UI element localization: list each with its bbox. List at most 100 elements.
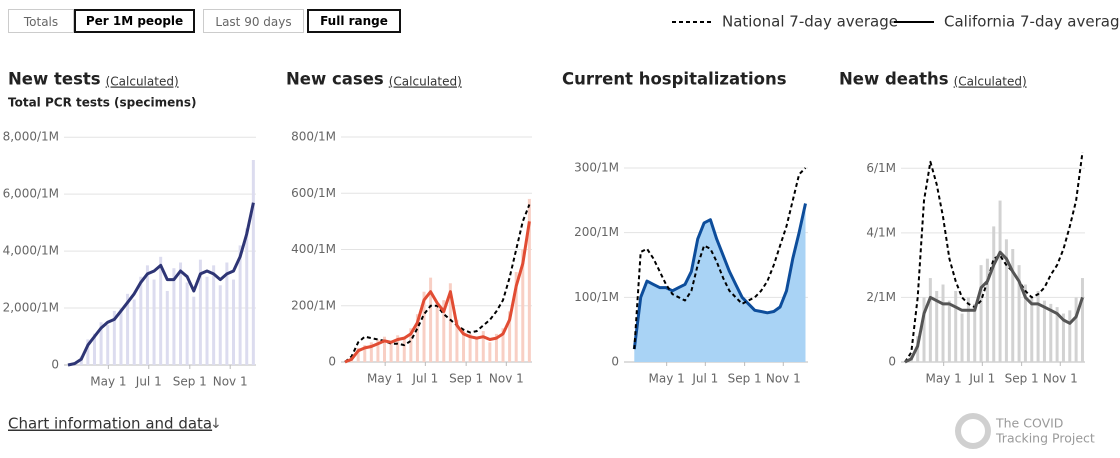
- daily-bar: [1074, 297, 1078, 362]
- daily-bar: [508, 311, 512, 362]
- daily-bar: [468, 333, 472, 362]
- y-tick-label: 6/1M: [866, 161, 896, 175]
- x-tick-label: Jul 1: [968, 372, 995, 386]
- daily-bar: [442, 300, 446, 362]
- daily-bar: [92, 333, 96, 365]
- y-tick-label: 200/1M: [574, 225, 619, 239]
- last-90-days-button[interactable]: Last 90 days: [203, 9, 304, 33]
- daily-bar: [1042, 300, 1046, 362]
- daily-bar: [455, 319, 459, 362]
- y-tick-label: 0: [888, 355, 896, 369]
- y-tick-label: 400/1M: [291, 242, 336, 256]
- daily-bar: [973, 303, 977, 362]
- y-tick-label: 0: [328, 355, 336, 369]
- daily-bar: [119, 308, 123, 365]
- daily-bar: [1030, 297, 1034, 362]
- daily-bar: [514, 272, 518, 362]
- daily-bar: [231, 279, 235, 365]
- national-line: [633, 167, 807, 350]
- x-tick-label: May 1: [926, 372, 962, 386]
- info-arrow[interactable]: ↓: [210, 416, 222, 432]
- daily-bar: [1036, 290, 1040, 362]
- daily-bar: [86, 339, 90, 365]
- chart-title: New deaths: [839, 70, 949, 89]
- y-tick-label: 6,000/1M: [3, 187, 59, 201]
- daily-bar: [521, 249, 525, 362]
- x-tick-label: Nov 1: [1043, 372, 1078, 386]
- daily-bar: [527, 198, 531, 362]
- x-tick-label: Sep 1: [173, 375, 207, 389]
- daily-bar: [126, 293, 130, 365]
- chart-subtitle: Total PCR tests (specimens): [8, 96, 196, 110]
- daily-bar: [185, 282, 189, 365]
- y-tick-label: 4/1M: [866, 225, 896, 239]
- daily-bar: [966, 297, 970, 362]
- daily-bar: [1055, 307, 1059, 362]
- totals-button[interactable]: Totals: [8, 9, 74, 33]
- daily-bar: [429, 277, 433, 362]
- daily-bar: [1061, 313, 1065, 362]
- national-line: [904, 151, 1084, 363]
- x-tick-label: Jul 1: [411, 372, 438, 386]
- x-tick-label: May 1: [90, 375, 126, 389]
- legend-label: National 7-day average: [722, 13, 898, 31]
- daily-bar: [112, 310, 116, 365]
- daily-bar: [192, 296, 196, 365]
- full-range-button[interactable]: Full range: [307, 9, 401, 33]
- y-tick-label: 600/1M: [291, 186, 336, 200]
- daily-bar: [159, 256, 163, 365]
- daily-bar: [106, 325, 110, 365]
- per-million-button[interactable]: Per 1M people: [74, 9, 195, 33]
- daily-bar: [935, 290, 939, 362]
- daily-bar: [1011, 249, 1015, 362]
- daily-bar: [402, 336, 406, 362]
- y-tick-label: 100/1M: [574, 290, 619, 304]
- x-tick-label: Nov 1: [213, 375, 248, 389]
- logo-text: The COVID: [995, 416, 1063, 431]
- state-line: [67, 202, 255, 367]
- daily-bar: [494, 333, 498, 362]
- daily-bar: [409, 328, 413, 362]
- daily-bar: [1004, 239, 1008, 362]
- daily-bar: [383, 336, 387, 362]
- daily-bar: [481, 331, 485, 362]
- x-tick-label: May 1: [367, 372, 403, 386]
- daily-bar: [99, 322, 103, 365]
- daily-bar: [947, 300, 951, 362]
- daily-bar: [172, 268, 176, 365]
- calculated-link[interactable]: (Calculated): [106, 75, 179, 89]
- daily-bar: [145, 265, 149, 365]
- state-line: [904, 250, 1084, 364]
- y-tick-label: 2,000/1M: [3, 301, 59, 315]
- daily-bar: [356, 347, 360, 362]
- daily-bar: [922, 297, 926, 362]
- daily-bar: [363, 345, 367, 362]
- daily-bar: [462, 331, 466, 362]
- daily-bar: [139, 276, 143, 365]
- state-line: [344, 221, 531, 364]
- calculated-link[interactable]: (Calculated): [389, 75, 462, 89]
- daily-bar: [245, 228, 249, 365]
- chart-title: Current hospitalizations: [562, 70, 787, 89]
- y-tick-label: 200/1M: [291, 298, 336, 312]
- x-tick-label: Nov 1: [766, 372, 801, 386]
- daily-bar: [396, 335, 400, 362]
- y-tick-label: 0: [51, 358, 59, 372]
- daily-bar: [1023, 284, 1027, 362]
- daily-bar: [1080, 278, 1084, 362]
- daily-bar: [488, 342, 492, 362]
- state-area: [634, 203, 806, 362]
- daily-bar: [998, 200, 1002, 362]
- national-line: [344, 204, 531, 363]
- daily-bar: [422, 291, 426, 362]
- y-tick-label: 4,000/1M: [3, 244, 59, 258]
- x-tick-label: Sep 1: [728, 372, 762, 386]
- daily-bar: [198, 259, 202, 365]
- calculated-link[interactable]: (Calculated): [954, 75, 1027, 89]
- info-link[interactable]: Chart information and data: [8, 415, 212, 433]
- daily-bar: [1068, 310, 1072, 362]
- daily-bar: [1017, 265, 1021, 362]
- daily-bar: [369, 342, 373, 362]
- daily-bar: [928, 278, 932, 362]
